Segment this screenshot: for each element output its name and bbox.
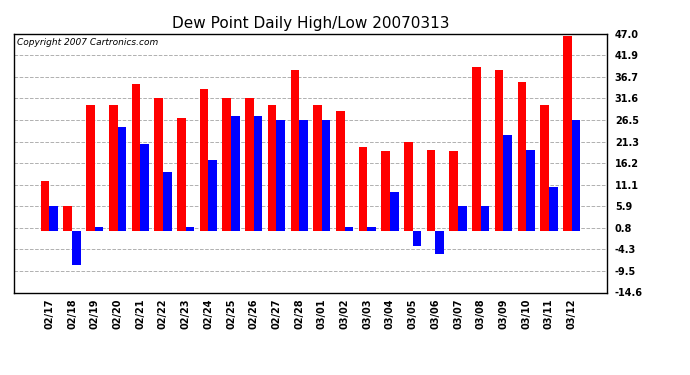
Bar (549, 188, 558, 231)
Bar (299, 120, 308, 231)
Bar (208, 160, 217, 231)
Bar (390, 192, 399, 231)
Bar (344, 227, 353, 231)
Bar (245, 99, 254, 231)
Bar (277, 120, 285, 231)
Bar (86, 105, 95, 231)
Title: Dew Point Daily High/Low 20070313: Dew Point Daily High/Low 20070313 (172, 16, 449, 31)
Bar (132, 84, 140, 231)
Bar (481, 206, 489, 231)
Bar (495, 70, 504, 231)
Bar (41, 181, 50, 231)
Bar (540, 105, 549, 231)
Bar (426, 150, 435, 231)
Bar (367, 227, 376, 231)
Bar (322, 120, 331, 231)
Bar (95, 227, 103, 231)
Bar (472, 66, 481, 231)
Bar (222, 99, 231, 231)
Bar (72, 231, 81, 265)
Bar (117, 127, 126, 231)
Bar (140, 144, 149, 231)
Bar (313, 105, 322, 231)
Bar (63, 206, 72, 231)
Bar (177, 118, 186, 231)
Bar (526, 150, 535, 231)
Bar (504, 135, 512, 231)
Bar (518, 82, 526, 231)
Bar (186, 227, 195, 231)
Bar (254, 116, 262, 231)
Bar (290, 70, 299, 231)
Bar (382, 152, 390, 231)
Text: Copyright 2007 Cartronics.com: Copyright 2007 Cartronics.com (17, 38, 158, 46)
Bar (413, 231, 422, 246)
Bar (50, 206, 58, 231)
Bar (458, 206, 466, 231)
Bar (268, 105, 277, 231)
Bar (435, 231, 444, 254)
Bar (359, 147, 367, 231)
Bar (231, 116, 239, 231)
Bar (109, 105, 117, 231)
Bar (155, 99, 163, 231)
Bar (571, 120, 580, 231)
Bar (449, 152, 458, 231)
Bar (336, 111, 344, 231)
Bar (404, 142, 413, 231)
Bar (199, 89, 208, 231)
Bar (163, 172, 172, 231)
Bar (563, 36, 571, 231)
